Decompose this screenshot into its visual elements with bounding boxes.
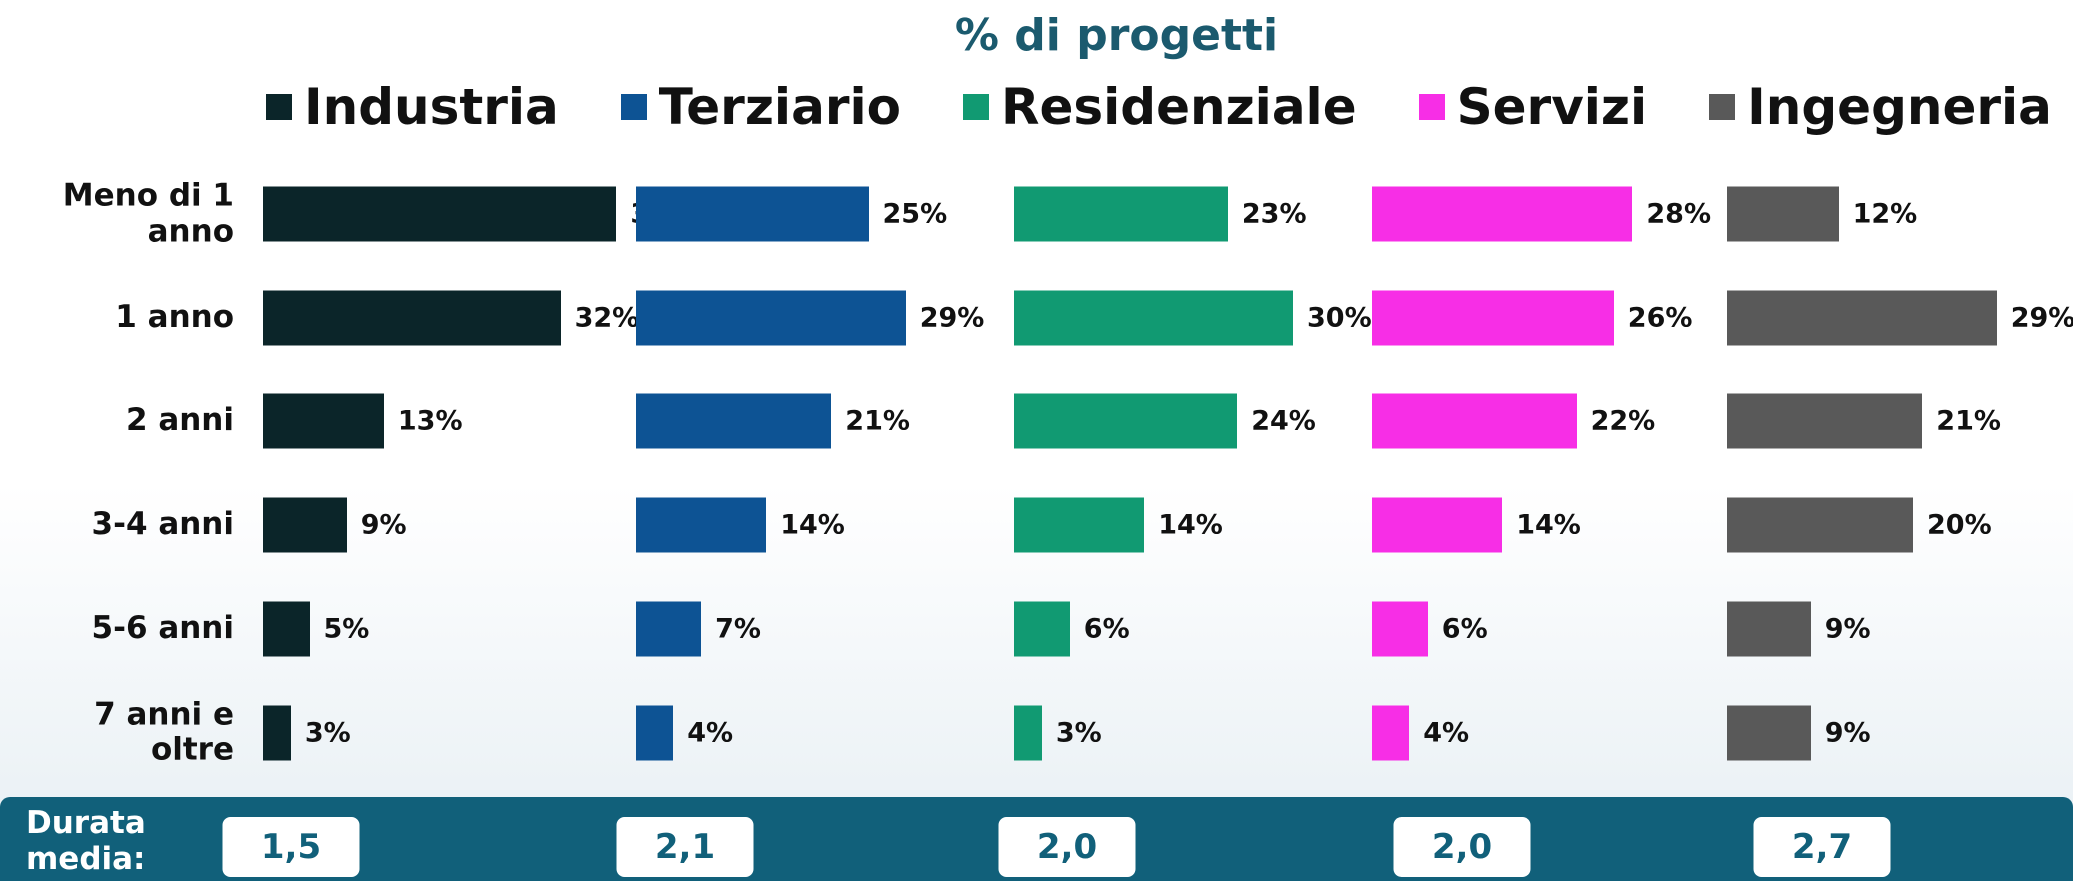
legend-label: Industria xyxy=(304,78,559,136)
legend-swatch xyxy=(266,94,292,120)
bar xyxy=(263,186,617,242)
value-label: 21% xyxy=(845,405,910,437)
bar xyxy=(636,186,869,242)
value-label: 4% xyxy=(1423,717,1470,748)
legend-label: Ingegneria xyxy=(1747,78,2052,136)
legend-label: Residenziale xyxy=(1000,78,1357,136)
value-label: 3% xyxy=(304,717,351,748)
bar xyxy=(1014,705,1042,760)
value-label: 14% xyxy=(780,509,845,541)
bar xyxy=(1014,497,1145,553)
bar xyxy=(1014,186,1228,242)
value-label: 28% xyxy=(1646,198,1712,230)
bar xyxy=(1014,393,1238,449)
bar xyxy=(1372,497,1503,553)
bar xyxy=(1727,497,1913,553)
value-label: 25% xyxy=(882,198,948,230)
bar xyxy=(263,705,291,760)
bar xyxy=(1372,601,1428,657)
bar xyxy=(1727,186,1839,242)
category-label: 5-6 anni xyxy=(91,609,234,646)
chart-title: % di progetti xyxy=(954,10,1279,61)
category-label: 1 anno xyxy=(115,298,234,335)
bar xyxy=(1727,290,1997,346)
legend-item: Servizi xyxy=(1418,78,1648,136)
bar xyxy=(263,497,347,553)
value-label: 12% xyxy=(1852,198,1918,230)
value-label: 14% xyxy=(1158,509,1223,541)
value-label: 6% xyxy=(1441,613,1488,645)
bar xyxy=(1372,186,1633,242)
category-label: 3-4 anni xyxy=(91,506,234,543)
average-value: 2,7 xyxy=(1753,817,1891,877)
bar xyxy=(1727,705,1811,760)
value-label: 29% xyxy=(919,302,985,334)
bar xyxy=(1372,393,1577,449)
legend-swatch xyxy=(1418,94,1445,120)
value-label: 32% xyxy=(574,302,640,334)
value-label: 6% xyxy=(1083,613,1130,645)
average-label: Durata media: xyxy=(26,805,146,877)
value-label: 23% xyxy=(1241,198,1307,230)
value-label: 21% xyxy=(1936,405,2001,437)
bar xyxy=(636,601,702,657)
bar xyxy=(1372,290,1614,346)
bar xyxy=(636,497,767,553)
legend-swatch xyxy=(962,94,989,120)
value-label: 29% xyxy=(2010,302,2073,334)
value-label: 20% xyxy=(1927,509,1992,541)
value-label: 4% xyxy=(687,717,734,748)
category-label: 7 anni e oltre xyxy=(94,695,234,768)
value-label: 24% xyxy=(1251,405,1316,437)
value-label: 14% xyxy=(1516,509,1581,541)
average-value: 2,0 xyxy=(1393,817,1531,877)
average-value: 1,5 xyxy=(222,817,360,877)
legend-item: Residenziale xyxy=(962,78,1357,136)
average-value: 2,0 xyxy=(998,817,1136,877)
value-label: 3% xyxy=(1055,717,1102,748)
bar xyxy=(1727,601,1811,657)
bar xyxy=(263,393,384,449)
legend-label: Servizi xyxy=(1456,78,1648,136)
value-label: 7% xyxy=(715,613,761,645)
bar xyxy=(636,705,674,760)
legend-item: Ingegneria xyxy=(1709,78,2052,136)
value-label: 26% xyxy=(1627,302,1693,334)
bar xyxy=(1372,705,1410,760)
legend-item: Industria xyxy=(266,78,559,136)
legend-swatch xyxy=(1709,94,1736,120)
value-label: 5% xyxy=(323,613,370,645)
bar xyxy=(1014,601,1070,657)
bar xyxy=(1014,290,1293,346)
bar xyxy=(263,601,310,657)
average-value: 2,1 xyxy=(616,817,754,877)
value-label: 30% xyxy=(1307,302,1372,334)
value-label: 13% xyxy=(397,405,463,437)
bar xyxy=(263,290,561,346)
category-label: 2 anni xyxy=(125,402,234,439)
bar xyxy=(1727,393,1923,449)
value-label: 9% xyxy=(1824,613,1871,645)
legend-label: Terziario xyxy=(658,78,901,136)
legend: Industria Terziario Residenziale Servizi Ing… xyxy=(266,78,2052,136)
bar xyxy=(636,393,832,449)
value-label: 9% xyxy=(360,509,407,541)
value-label: 22% xyxy=(1590,405,1656,437)
category-label: Meno di 1 anno xyxy=(62,177,234,249)
bar xyxy=(636,290,906,346)
value-label: 9% xyxy=(1824,717,1871,748)
legend-swatch xyxy=(620,94,647,120)
legend-item: Terziario xyxy=(620,78,901,136)
